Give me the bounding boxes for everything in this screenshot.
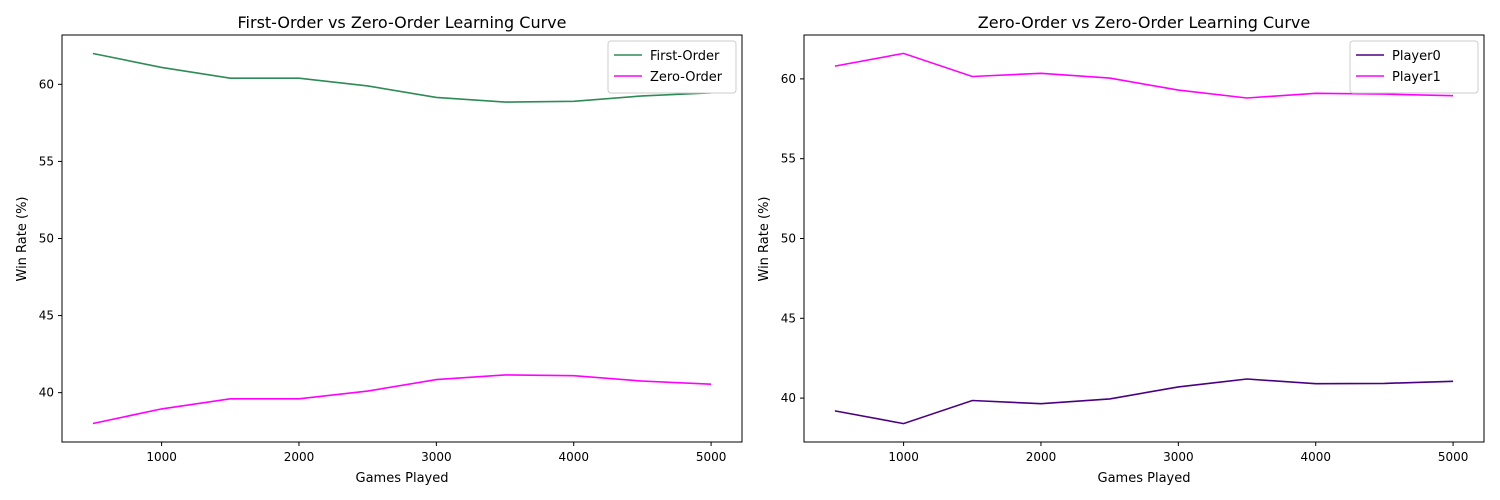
legend-label: First-Order — [650, 49, 720, 64]
y-tick-label: 55 — [781, 152, 796, 166]
x-ticks: 1000 2000 3000 4000 5000 — [888, 442, 1468, 464]
chart-title: First-Order vs Zero-Order Learning Curve — [238, 13, 567, 32]
y-tick-label: 60 — [39, 77, 54, 91]
chart-first-vs-zero: First-Order vs Zero-Order Learning Curve… — [15, 13, 743, 486]
x-tick-label: 1000 — [888, 450, 919, 464]
series-line-player1 — [834, 52, 1454, 99]
y-tick-label: 60 — [781, 72, 796, 86]
x-axis-label: Games Played — [1098, 471, 1191, 486]
legend-label: Player0 — [1392, 49, 1441, 64]
x-axis-label: Games Played — [356, 471, 449, 486]
legend-box — [607, 40, 737, 94]
y-tick-label: 40 — [781, 391, 796, 405]
y-tick-label: 55 — [39, 154, 54, 168]
y-ticks: 40 45 50 55 60 — [781, 72, 804, 405]
legend-box — [1349, 40, 1479, 94]
legend-label: Zero-Order — [650, 70, 723, 85]
legend-label: Player1 — [1392, 70, 1441, 85]
y-tick-label: 50 — [39, 232, 54, 246]
y-ticks: 40 45 50 55 60 — [39, 77, 62, 400]
x-tick-label: 4000 — [1300, 450, 1331, 464]
chart-zero-vs-zero: Zero-Order vs Zero-Order Learning Curve … — [757, 13, 1485, 486]
plot-area — [803, 34, 1485, 443]
x-tick-label: 2000 — [284, 450, 315, 464]
x-tick-label: 4000 — [558, 450, 589, 464]
series-line-zero-order — [92, 374, 712, 425]
chart-title: Zero-Order vs Zero-Order Learning Curve — [978, 13, 1310, 32]
x-tick-label: 3000 — [421, 450, 452, 464]
y-tick-label: 45 — [39, 309, 54, 323]
legend: First-Order Zero-Order — [607, 40, 737, 94]
series-layer — [92, 52, 712, 425]
y-axis-label: Win Rate (%) — [15, 197, 30, 282]
legend: Player0 Player1 — [1349, 40, 1479, 94]
y-tick-label: 40 — [39, 386, 54, 400]
x-tick-label: 1000 — [146, 450, 177, 464]
series-line-player0 — [834, 378, 1454, 425]
series-layer — [834, 52, 1454, 425]
series-line-first-order — [92, 52, 712, 103]
x-tick-label: 5000 — [1438, 450, 1469, 464]
x-tick-label: 3000 — [1163, 450, 1194, 464]
y-tick-label: 45 — [781, 311, 796, 325]
y-axis-label: Win Rate (%) — [757, 197, 772, 282]
x-tick-label: 2000 — [1026, 450, 1057, 464]
x-ticks: 1000 2000 3000 4000 5000 — [146, 442, 726, 464]
x-tick-label: 5000 — [696, 450, 727, 464]
y-tick-label: 50 — [781, 232, 796, 246]
